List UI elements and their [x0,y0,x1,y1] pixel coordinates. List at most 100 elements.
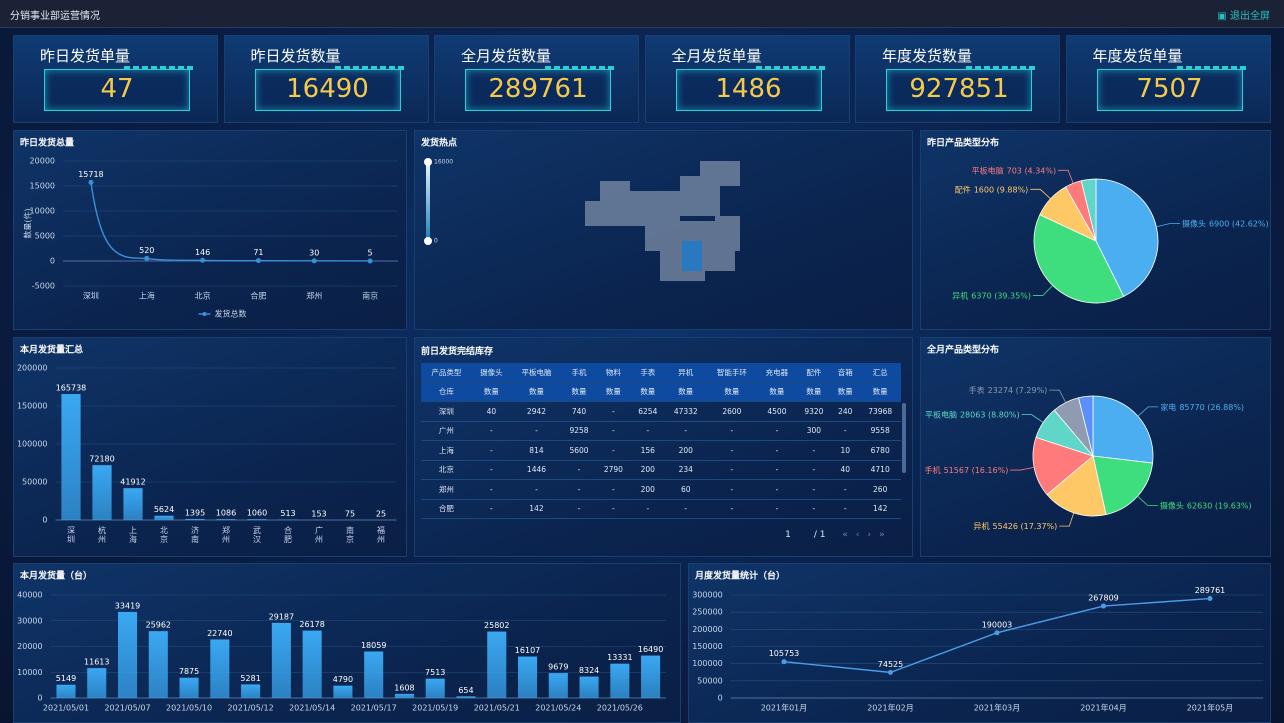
table-cell: - [596,440,631,461]
table-cell: 6254 [630,401,666,422]
table-cell: 300 [796,421,832,441]
pie-label-category: 家电 [1160,401,1176,411]
leader-line [1058,169,1074,184]
pie-label-value: 62630 (19.63%) [1187,501,1252,510]
pie-label-category: 异机 [952,290,968,300]
pie-label-category: 手机 [925,465,941,475]
value-label: 1608 [394,683,414,692]
panel: 发货热点 16000 0 [414,130,913,330]
table-cell: - [831,421,860,441]
value-label: 1395 [185,508,205,517]
pie-label-value: 28063 (8.80%) [960,410,1020,419]
value-label: 7513 [425,668,445,677]
y-tick-label: 30000 [17,616,42,625]
kpi-card: 昨日发货数量 16490 [223,35,429,123]
table-title: 前日发货完结库存 [421,347,494,357]
header-cell: 数量 [511,382,562,402]
exit-fullscreen[interactable]: ▣ 退出全屏 [1217,11,1270,22]
value-label: 74525 [878,660,903,669]
table-cell: 深圳 [421,401,472,422]
table-cell: - [596,479,631,500]
panel: 全月产品类型分布 家电 85770 (26.88%) 摄像头 62630 (19.63%… [920,337,1271,557]
value-label: 165738 [56,384,87,393]
header-cell: 数量 [596,382,631,402]
exit-label[interactable]: 退出全屏 [1230,11,1270,22]
value-label: 33419 [115,601,140,610]
x-tick-label: 南京 [346,525,355,544]
legend-label: 发货总数 [215,309,247,319]
y-tick-label: 250000 [692,608,723,617]
header-cell: 数量 [630,382,666,402]
header-cell: 配件 [796,363,832,383]
table-cell: 9320 [796,401,832,422]
bar [548,673,568,698]
x-tick-label: 2021年02月 [867,703,914,713]
table-cell: - [796,479,832,500]
x-tick-label: 合肥 [250,291,266,301]
header-cell: 异机 [665,363,707,383]
kpi-value: 7507 [1136,74,1203,104]
pie-label: 异机 55426 (17.37%) [974,521,1058,531]
line [90,182,371,262]
scrollbar [902,403,906,473]
map-shape [585,161,740,281]
table-row: 广州 - -9258- - - - -300-9558 [421,421,901,441]
panel: 本月发货量（台） 0 10000 20000 30000 40000 2021/05/01 2… [13,563,681,723]
table-cell: - [561,479,597,500]
y-tick-label: 15000 [30,182,55,191]
pie-label-category: 配件 [955,184,971,194]
y-tick-label: 100000 [17,440,48,449]
table-cell: - [596,421,631,441]
table-cell: 142 [511,499,562,519]
chart-title: 本月发货量汇总 [20,344,83,356]
x-tick-label: 济南 [191,525,200,544]
table-row: 北京 -1446-2790 200 234- - -40 4710 [421,460,901,480]
kpi-decoration [755,66,826,70]
bar [216,519,236,520]
value-label: 25962 [146,621,171,630]
value-label: 16490 [638,645,663,654]
table-cell: 60 [665,479,707,500]
point [255,258,261,264]
x-tick-label: 郑州 [306,291,322,301]
page-nav[interactable]: «‹›» [842,530,893,540]
header-cell: 数量 [796,382,832,402]
leader-line [1059,512,1075,527]
value-label: 15718 [78,170,103,179]
value-label: 72180 [89,455,114,464]
bar [394,693,414,698]
bar [641,655,661,698]
kpi-box: 289761 [465,69,611,111]
header-cell: 数量 [859,382,901,402]
table-cell: - [831,479,860,500]
pie-label-category: 平板电脑 [925,409,957,419]
value-label: 5149 [56,674,76,683]
chart-title: 昨日产品类型分布 [927,137,999,149]
table-panel: 前日发货完结库存 产品类型 摄像头 平板电脑 手机 物料 手表 异机 智能手环 充电器 配件 音箱汇… [414,337,913,557]
table-cell: 2790 [596,460,631,480]
page-current[interactable]: 1 [785,530,791,540]
value-label: 520 [139,246,154,255]
y-tick-label: 0 [38,694,43,703]
bar [92,465,112,520]
y-tick-label: 5000 [35,232,55,241]
header-cell: 手表 [630,363,666,383]
x-tick-label: 上海 [129,526,138,544]
table-cell: - [757,499,797,519]
x-tick-label: 2021/05/14 [289,704,335,713]
x-tick-label: 合肥 [284,525,293,544]
x-tick-label: 郑州 [222,525,231,544]
table-cell: - [757,479,797,500]
table-cell: - [665,499,707,519]
kpi-box: 7507 [1096,69,1243,111]
kpi-value: 289761 [488,74,588,104]
pie-label-value: 23274 (7.29%) [988,386,1048,395]
x-tick-label: 2021年03月 [974,703,1021,713]
kpi-label: 昨日发货单量 [40,47,131,65]
table-cell: 9558 [859,421,901,441]
table-cell: - [796,499,832,519]
chart: 月度发货量统计（台） 0 50000 100000 150000 200000 250000… [692,570,1264,713]
chart: 发货热点 16000 0 [420,137,740,281]
